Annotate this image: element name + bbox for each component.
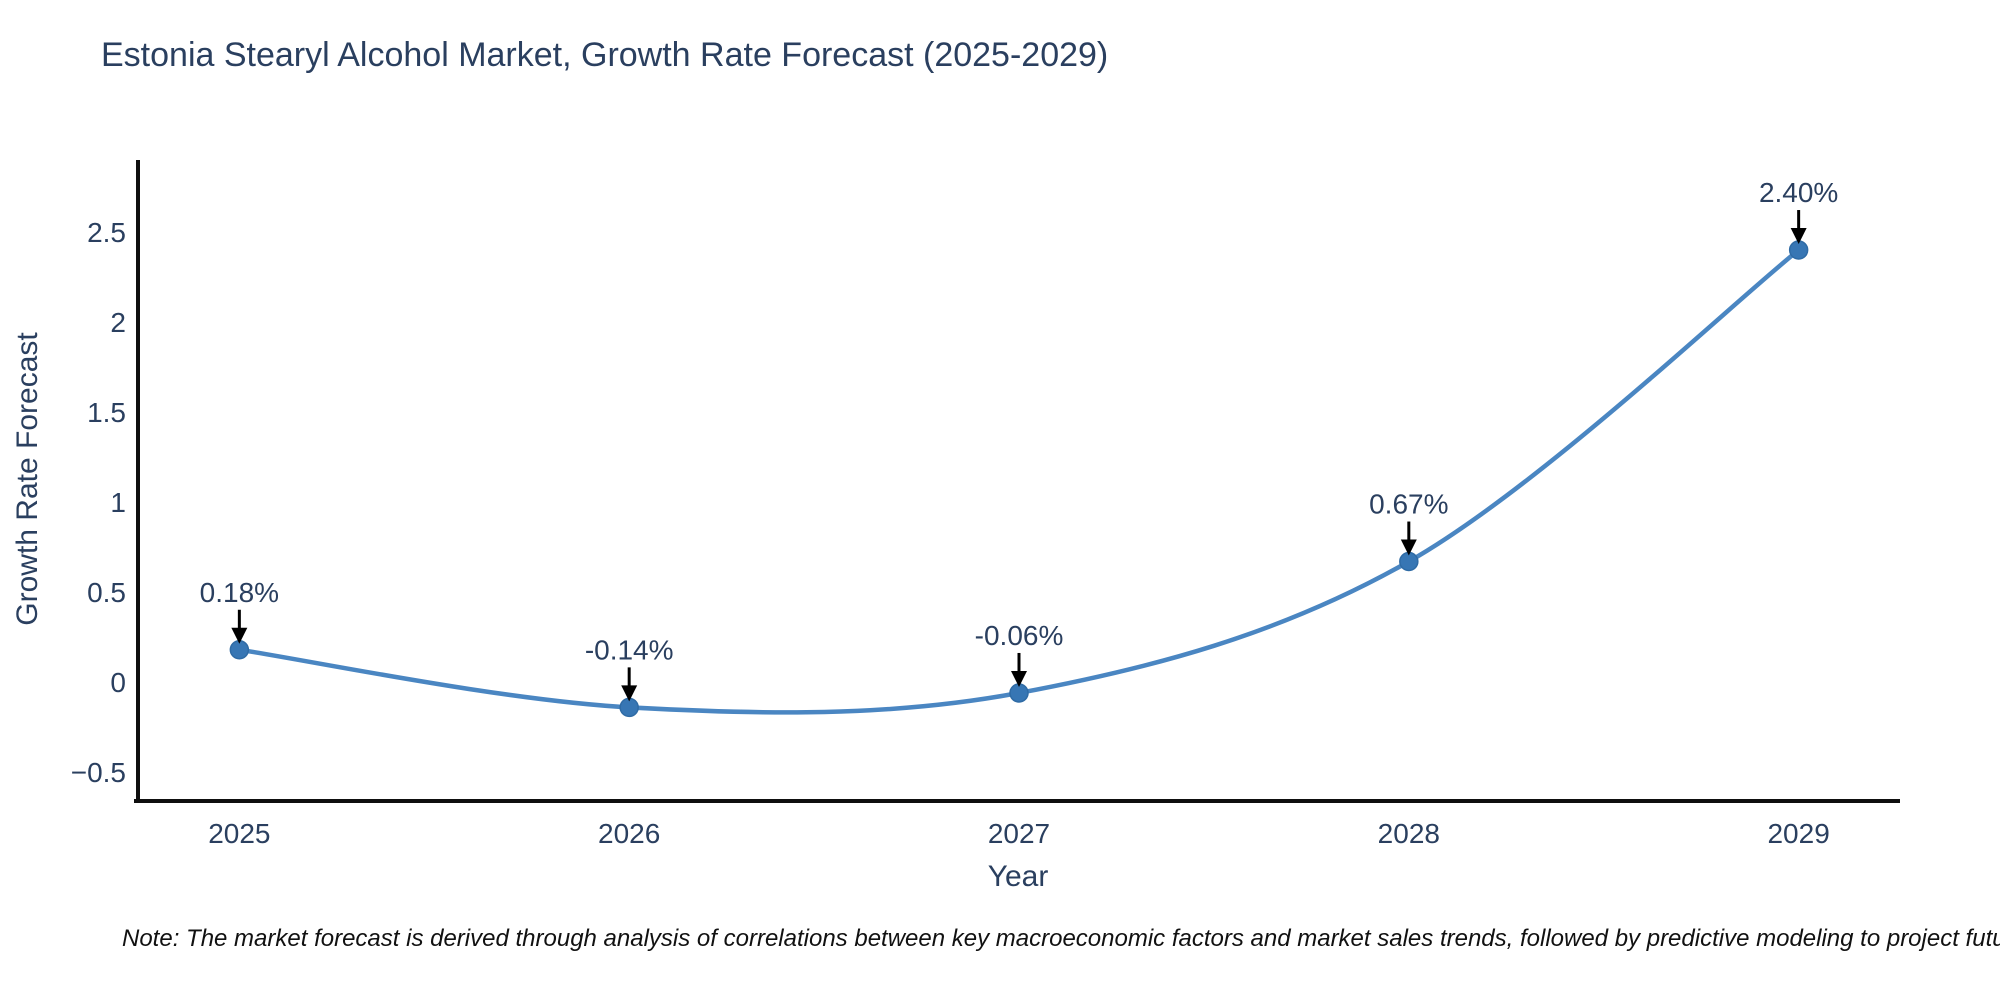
y-tick-label: 0 [110,667,126,698]
y-tick-label: 2 [110,307,126,338]
annotation-arrow-head [1011,670,1027,687]
data-point-label: -0.06% [975,620,1064,651]
y-tick-label: 1.5 [87,397,126,428]
annotation-arrow-head [621,685,638,702]
x-tick-label: 2029 [1767,818,1829,849]
x-tick-label: 2027 [988,818,1050,849]
x-tick-label: 2028 [1378,818,1440,849]
annotation-arrow-head [231,627,248,644]
data-point-label: -0.14% [585,634,674,665]
data-point-label: 0.18% [200,577,279,608]
y-tick-label: 0.5 [87,577,126,608]
y-tick-label: −0.5 [71,757,126,788]
footnote: Note: The market forecast is derived thr… [122,925,2000,952]
forecast-line [239,248,1801,715]
y-tick-label: 2.5 [87,217,126,248]
x-axis-title: Year [987,860,1049,893]
annotation-arrow-head [1400,539,1417,556]
x-tick-label: 2026 [598,818,660,849]
x-tick-label: 2025 [208,818,270,849]
data-point-label: 0.67% [1369,489,1448,520]
data-point-label: 2.40% [1759,177,1838,208]
chart-title: Estonia Stearyl Alcohol Market, Growth R… [101,36,1109,74]
y-tick-label: 1 [110,487,126,518]
annotation-arrow-head [1790,228,1807,245]
